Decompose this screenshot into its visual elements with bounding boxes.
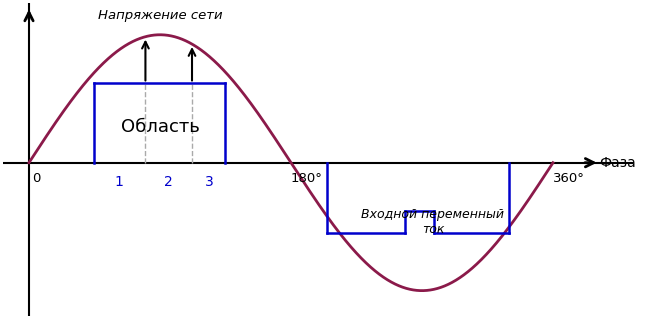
Text: 360°: 360° [553, 172, 585, 185]
Text: 2: 2 [164, 175, 173, 189]
Text: 3: 3 [205, 175, 214, 189]
Text: 1: 1 [115, 175, 123, 189]
Text: Входной переменный
ток: Входной переменный ток [361, 208, 505, 236]
Text: Область: Область [121, 118, 200, 136]
Text: 180°: 180° [291, 172, 323, 185]
Text: Напряжение сети: Напряжение сети [98, 9, 222, 22]
Text: 0: 0 [32, 172, 40, 185]
Text: Фаза: Фаза [599, 156, 636, 170]
